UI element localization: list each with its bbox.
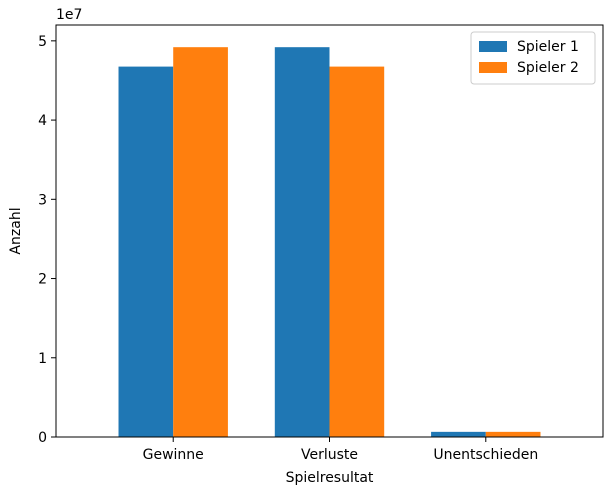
legend-label: Spieler 2: [517, 60, 579, 76]
bar-1-unentschieden: [431, 431, 486, 437]
x-tick-label: Verluste: [301, 447, 358, 463]
bars-layer: [118, 47, 541, 437]
legend-swatch: [479, 62, 507, 73]
legend-label: Spieler 1: [517, 39, 579, 55]
x-tick-label: Unentschieden: [433, 447, 538, 463]
y-axis-offset-label: 1e7: [56, 7, 82, 23]
legend-swatch: [479, 41, 507, 52]
y-tick-label: 1: [38, 351, 47, 367]
legend: Spieler 1 Spieler 2: [470, 31, 596, 85]
y-tick-label: 5: [38, 34, 47, 50]
x-axis-label: Spielresultat: [286, 470, 374, 486]
y-axis-label: Anzahl: [8, 207, 24, 254]
bar-1-gewinne: [118, 66, 174, 437]
x-tick-label: Gewinne: [143, 447, 204, 463]
bar-1-verluste: [274, 47, 330, 437]
x-axis-ticks: Gewinne Verluste Unentschieden: [143, 437, 538, 463]
bar-2-gewinne: [173, 47, 228, 437]
y-axis-ticks: 0 1 2 3 4 5: [38, 34, 56, 446]
y-tick-label: 4: [38, 113, 47, 129]
bar-2-unentschieden: [485, 431, 541, 437]
y-tick-label: 0: [38, 430, 47, 446]
y-tick-label: 2: [38, 272, 47, 288]
bar-2-verluste: [329, 66, 385, 437]
y-tick-label: 3: [38, 192, 47, 208]
